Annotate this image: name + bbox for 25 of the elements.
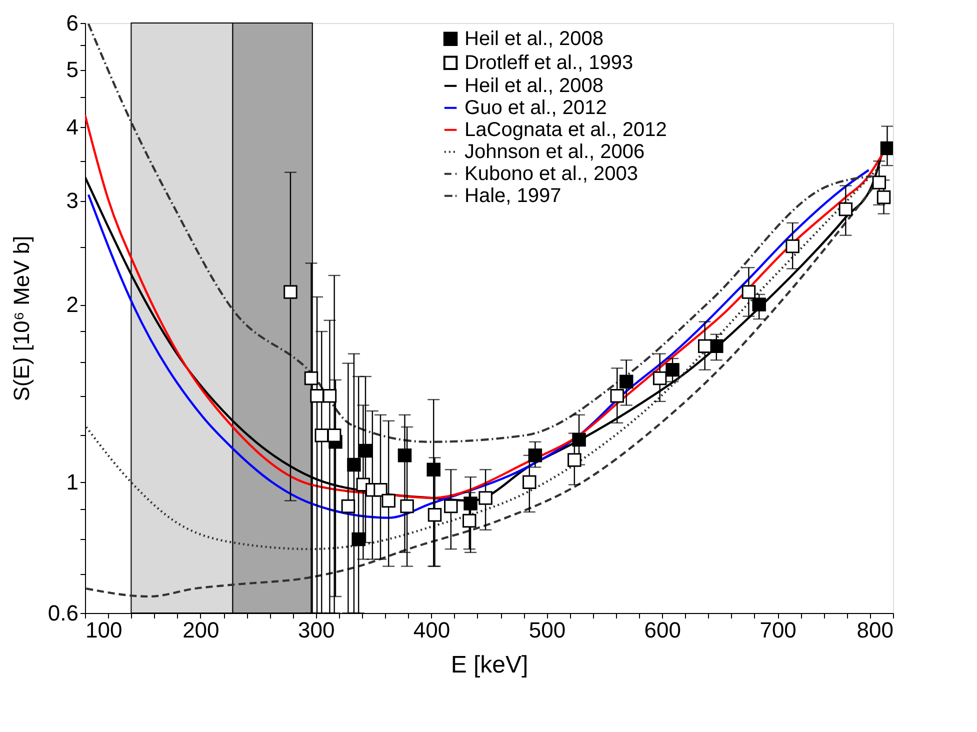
x-tick-label: 200 xyxy=(182,618,220,642)
x-tick-label: 600 xyxy=(644,618,681,642)
legend-label: Drotleff et al., 1993 xyxy=(464,52,634,74)
y-tick-label: 4 xyxy=(66,114,78,140)
legend-label: Guo et al., 2012 xyxy=(464,96,607,119)
legend-label: Heil et al., 2008 xyxy=(464,74,604,97)
y-tick-label: 0.6 xyxy=(48,600,78,626)
legend-label: Kubono et al., 2003 xyxy=(464,162,638,185)
legend-label: Hale, 1997 xyxy=(464,184,562,207)
x-tick-label: 400 xyxy=(413,618,450,642)
y-axis-title: S(E) [10⁶ MeV b] xyxy=(8,236,34,402)
x-tick-label: 300 xyxy=(298,618,335,642)
y-tick-label: 3 xyxy=(66,188,78,214)
y-tick-label: 5 xyxy=(66,57,78,82)
x-tick-label: 500 xyxy=(528,618,566,642)
y-tick-label: 1 xyxy=(66,470,78,495)
x-axis-title: E [keV] xyxy=(450,652,528,678)
x-tick-label: 100 xyxy=(86,618,122,642)
legend-label: Johnson et al., 2006 xyxy=(464,140,645,163)
y-tick-label: 6 xyxy=(66,10,78,36)
y-tick-label: 2 xyxy=(66,292,78,317)
legend-label: Heil et al., 2008 xyxy=(464,28,604,50)
x-tick-label: 700 xyxy=(760,618,796,642)
x-tick-label: 800 xyxy=(856,618,894,642)
legend-label: LaCognata et al., 2012 xyxy=(464,118,667,141)
